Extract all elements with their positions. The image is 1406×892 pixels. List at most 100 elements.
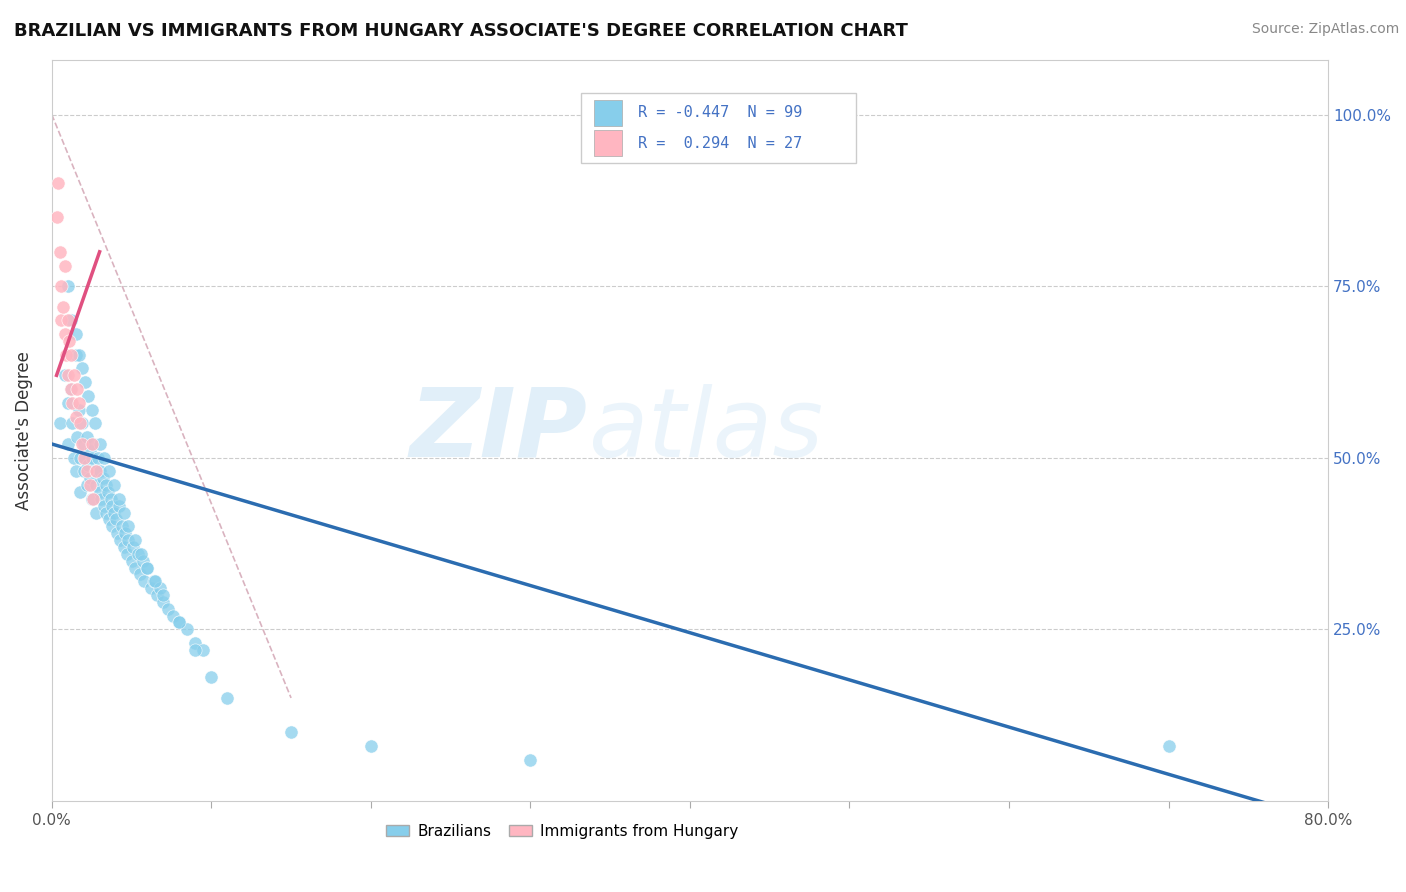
FancyBboxPatch shape — [582, 93, 856, 163]
Point — [193, 643, 215, 657]
Point — [86, 465, 108, 479]
Point — [89, 485, 111, 500]
Point — [1157, 739, 1180, 753]
Point — [145, 574, 167, 589]
FancyBboxPatch shape — [595, 100, 623, 126]
Point — [112, 540, 135, 554]
Point — [89, 465, 111, 479]
Point — [184, 636, 207, 650]
Point — [56, 279, 79, 293]
Point — [117, 533, 139, 547]
Point — [83, 465, 105, 479]
Point — [45, 211, 67, 225]
Point — [103, 506, 125, 520]
Point — [124, 560, 146, 574]
Point — [117, 519, 139, 533]
Point — [70, 437, 93, 451]
Point — [63, 368, 86, 383]
Point — [200, 670, 222, 684]
Point — [129, 547, 152, 561]
Point — [82, 491, 104, 506]
Point — [77, 458, 100, 472]
Point — [67, 402, 90, 417]
Point — [169, 615, 191, 630]
Point — [56, 313, 79, 327]
Point — [55, 348, 77, 362]
Point — [79, 443, 101, 458]
Point — [46, 176, 69, 190]
Point — [67, 396, 90, 410]
Point — [112, 506, 135, 520]
Point — [65, 327, 87, 342]
Point — [80, 491, 103, 506]
Point — [56, 396, 79, 410]
Point — [360, 739, 382, 753]
Point — [59, 382, 82, 396]
Point — [59, 348, 82, 362]
Point — [93, 499, 115, 513]
Point — [86, 478, 108, 492]
Point — [76, 465, 98, 479]
Point — [169, 615, 191, 630]
Point — [101, 499, 124, 513]
Point — [48, 244, 70, 259]
Point — [152, 595, 174, 609]
Point — [56, 437, 79, 451]
Point — [280, 725, 302, 739]
Point — [82, 437, 104, 451]
Point — [139, 581, 162, 595]
Point — [65, 465, 87, 479]
Point — [75, 375, 97, 389]
Text: BRAZILIAN VS IMMIGRANTS FROM HUNGARY ASSOCIATE'S DEGREE CORRELATION CHART: BRAZILIAN VS IMMIGRANTS FROM HUNGARY ASS… — [14, 22, 908, 40]
Point — [58, 334, 80, 348]
Point — [122, 540, 145, 554]
Point — [52, 300, 75, 314]
Point — [65, 348, 87, 362]
Point — [97, 485, 120, 500]
Point — [127, 547, 149, 561]
Point — [87, 450, 110, 465]
Point — [53, 327, 76, 342]
Point — [111, 519, 134, 533]
Point — [184, 643, 207, 657]
Point — [73, 465, 96, 479]
Point — [128, 567, 150, 582]
Y-axis label: Associate's Degree: Associate's Degree — [15, 351, 32, 509]
Point — [69, 485, 91, 500]
Point — [142, 574, 165, 589]
Point — [59, 382, 82, 396]
Text: atlas: atlas — [588, 384, 823, 476]
Point — [76, 430, 98, 444]
Point — [115, 547, 138, 561]
Point — [519, 753, 541, 767]
Point — [80, 402, 103, 417]
Point — [89, 437, 111, 451]
Point — [69, 417, 91, 431]
Point — [100, 491, 122, 506]
Point — [66, 430, 89, 444]
Point — [110, 533, 132, 547]
Point — [105, 526, 128, 541]
Text: ZIP: ZIP — [411, 384, 588, 476]
Point — [152, 588, 174, 602]
Point — [149, 581, 172, 595]
Point — [146, 588, 169, 602]
Text: R =  0.294  N = 27: R = 0.294 N = 27 — [637, 136, 801, 151]
Point — [176, 622, 198, 636]
Point — [77, 389, 100, 403]
Point — [53, 368, 76, 383]
Point — [134, 574, 156, 589]
Point — [136, 560, 159, 574]
Point — [98, 512, 121, 526]
Point — [62, 417, 84, 431]
Point — [69, 450, 91, 465]
Point — [83, 417, 105, 431]
Point — [76, 478, 98, 492]
Point — [80, 437, 103, 451]
Point — [136, 560, 159, 574]
Point — [51, 313, 73, 327]
Point — [53, 259, 76, 273]
Point — [124, 533, 146, 547]
Point — [94, 506, 117, 520]
Point — [94, 478, 117, 492]
